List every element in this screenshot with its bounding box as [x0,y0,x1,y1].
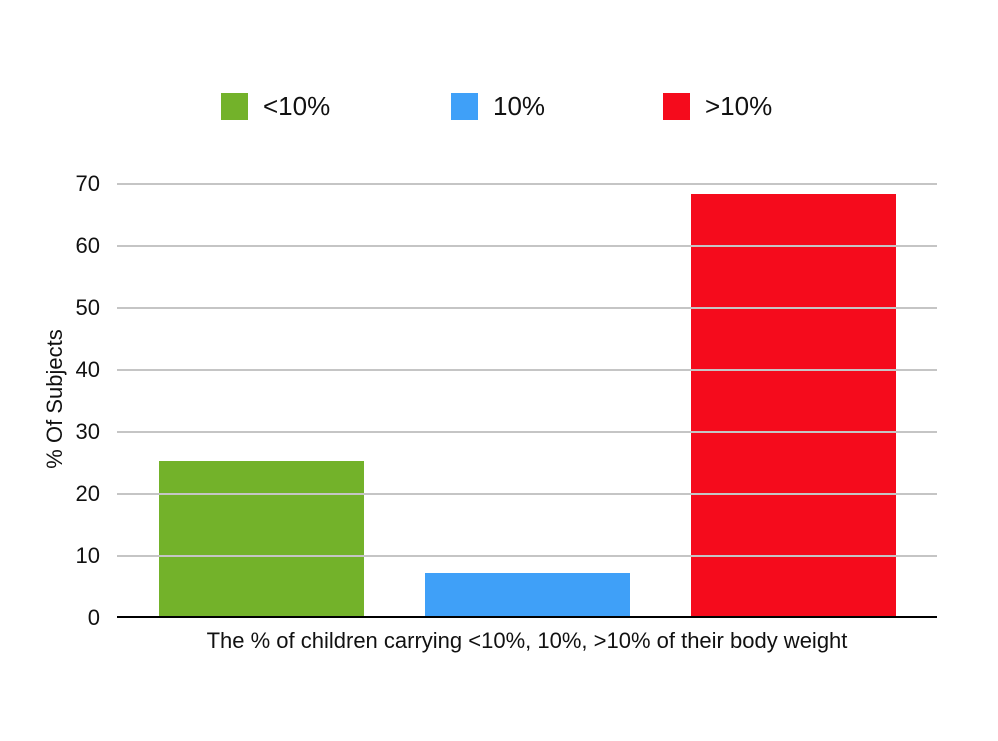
y-tick-label: 60 [75,233,100,258]
legend-item-lt10: <10% [221,92,330,120]
gridline [117,245,937,247]
legend-swatch-lt10-icon [221,92,248,120]
gridline [117,307,937,309]
gridline [117,431,937,433]
legend-item-gt10: >10% [663,92,772,120]
y-tick-label: 20 [75,481,100,506]
legend-swatch-gt10-icon [663,92,690,120]
gridline [117,369,937,371]
y-tick-label: 50 [75,295,100,320]
y-tick-label: 70 [75,171,100,196]
gridline [117,555,937,557]
plot-area [117,183,937,618]
y-tick-label: 40 [75,357,100,382]
y-tick-label: 10 [75,543,100,568]
legend-item-10: 10% [451,92,545,120]
gridline [117,493,937,495]
legend-label-10: 10% [493,91,546,121]
bar-lt10 [159,461,364,616]
x-axis-caption: The % of children carrying <10%, 10%, >1… [206,628,848,653]
legend-swatch-10-icon [451,92,478,120]
y-axis-title: % Of Subjects [42,329,67,469]
bar-gt10 [691,194,896,616]
bar-10 [425,573,630,616]
legend-label-gt10: >10% [705,91,773,121]
y-tick-label: 30 [75,419,100,444]
legend-label-lt10: <10% [263,91,331,121]
gridline [117,183,937,185]
y-tick-label: 0 [87,605,100,630]
